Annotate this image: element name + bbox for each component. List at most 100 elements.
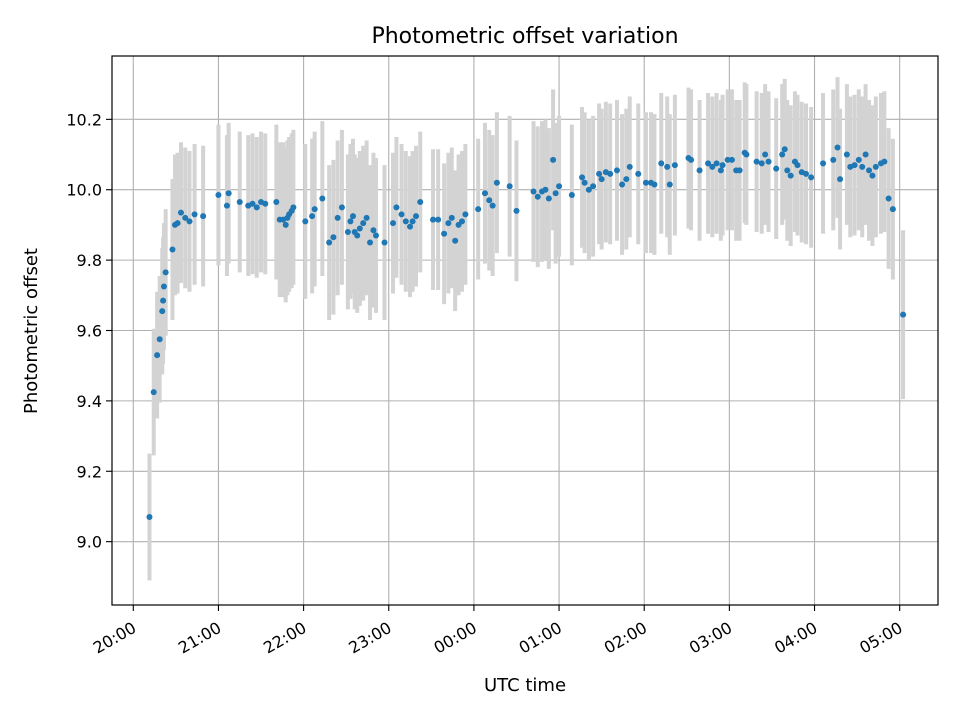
data-point — [585, 186, 592, 193]
data-point — [334, 214, 341, 221]
data-point — [381, 239, 388, 246]
data-point — [398, 211, 405, 218]
data-point — [579, 174, 586, 181]
data-point — [448, 214, 455, 221]
x-tick-label: 05:00 — [856, 618, 905, 658]
x-tick-label: 04:00 — [771, 618, 820, 658]
data-point — [262, 200, 269, 207]
data-point — [363, 214, 370, 221]
data-point — [417, 199, 424, 206]
y-axis: 9.0 9.2 9.4 9.6 9.8 10.0 10.2 — [66, 110, 112, 552]
data-point — [596, 170, 603, 177]
x-axis: 20:00 21:00 22:00 23:00 00:00 01:00 02:00 03:00… — [90, 605, 906, 658]
data-point — [160, 297, 167, 304]
y-tick-label: 10.2 — [66, 110, 102, 129]
data-point — [169, 246, 176, 253]
data-point — [658, 160, 665, 167]
data-point — [290, 204, 297, 211]
data-point — [186, 218, 193, 225]
data-point — [481, 190, 488, 197]
data-point — [390, 220, 397, 227]
data-point — [311, 206, 318, 213]
y-axis-label: Photometric offset — [21, 248, 42, 414]
data-point — [530, 188, 537, 195]
chart-title: Photometric offset variation — [371, 24, 678, 49]
x-tick-label: 02:00 — [601, 618, 650, 658]
data-point — [200, 213, 207, 220]
data-point — [696, 167, 703, 174]
data-point — [736, 167, 743, 174]
data-point — [319, 195, 326, 202]
data-point — [773, 165, 780, 172]
data-point — [568, 192, 575, 199]
data-point — [326, 239, 333, 246]
data-point — [486, 197, 493, 204]
x-tick-label: 23:00 — [345, 618, 394, 658]
data-point — [542, 186, 549, 193]
data-point — [862, 151, 869, 158]
data-point — [236, 199, 243, 206]
data-point — [347, 218, 354, 225]
data-point — [330, 234, 337, 241]
data-point — [651, 181, 658, 188]
data-point — [713, 160, 720, 167]
data-point — [349, 213, 356, 220]
y-tick-label: 9.6 — [77, 322, 102, 341]
data-point — [445, 220, 452, 227]
data-point — [843, 151, 850, 158]
data-point — [513, 207, 520, 214]
data-point — [225, 190, 232, 197]
data-point — [808, 174, 815, 181]
data-point — [146, 514, 153, 521]
data-point — [430, 216, 437, 223]
data-point — [402, 218, 409, 225]
y-tick-label: 9.0 — [77, 533, 102, 552]
data-point — [150, 389, 157, 396]
data-point — [781, 146, 788, 153]
x-tick-label: 22:00 — [260, 618, 309, 658]
data-point — [372, 232, 379, 239]
data-point — [762, 151, 769, 158]
data-point — [581, 179, 588, 186]
x-axis-label: UTC time — [484, 675, 566, 696]
data-point — [837, 176, 844, 183]
data-point — [452, 237, 459, 244]
data-point — [885, 195, 892, 202]
data-point — [367, 239, 374, 246]
data-point — [623, 176, 630, 183]
data-point — [765, 158, 772, 165]
data-point — [441, 230, 448, 237]
data-point — [475, 206, 482, 213]
data-point — [613, 167, 620, 174]
data-point — [182, 214, 189, 221]
data-point — [435, 216, 442, 223]
data-point — [506, 183, 513, 190]
data-point — [534, 193, 541, 200]
data-point — [215, 192, 222, 199]
data-point — [302, 218, 309, 225]
data-point — [344, 228, 351, 235]
data-point — [787, 172, 794, 179]
data-point — [223, 202, 230, 209]
data-point — [664, 163, 671, 170]
data-point — [784, 167, 791, 174]
data-point — [160, 283, 167, 290]
data-point — [253, 204, 260, 211]
data-point — [671, 162, 678, 169]
data-point — [855, 156, 862, 163]
data-point — [866, 167, 873, 174]
data-point — [489, 202, 496, 209]
data-point — [779, 151, 786, 158]
data-point — [309, 213, 316, 220]
data-point — [820, 160, 827, 167]
data-point — [859, 163, 866, 170]
x-tick-label: 01:00 — [516, 618, 565, 658]
data-point — [626, 163, 633, 170]
data-points — [146, 144, 907, 521]
data-point — [666, 181, 673, 188]
data-point — [753, 158, 760, 165]
x-tick-label: 03:00 — [686, 618, 735, 658]
data-point — [493, 179, 500, 186]
data-point — [407, 223, 414, 230]
data-point — [709, 163, 716, 170]
